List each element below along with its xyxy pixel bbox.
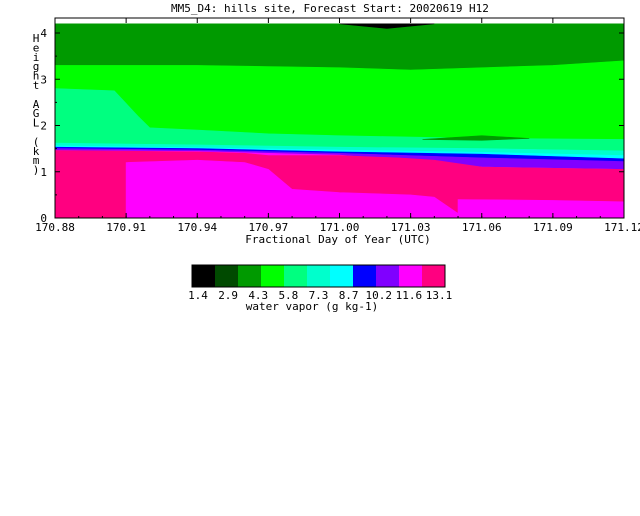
colorbar-swatch [399, 265, 422, 287]
contour-feature-level-10-0 [55, 159, 127, 218]
x-tick-label: 170.94 [177, 221, 217, 234]
y-tick-label: 4 [40, 27, 47, 40]
x-axis-ticks: 170.88 170.91 170.94 170.97 171.00 171.03 171.… [35, 18, 640, 234]
colorbar-tick-label: 13.1 [426, 289, 453, 302]
colorbar-tick-label: 5.8 [278, 289, 298, 302]
colorbar-tick-label: 8.7 [339, 289, 359, 302]
y-tick-label: 1 [40, 166, 47, 179]
y-tick-label: 2 [40, 120, 47, 133]
plot-area [54, 17, 625, 219]
contour-feature-level-0-4 [339, 23, 435, 29]
colorbar-swatch [307, 265, 330, 287]
colorbar: 1.4 2.9 4.3 5.8 7.3 8.7 10.2 11.6 13.1 [188, 264, 453, 302]
x-tick-label: 171.12 [604, 221, 640, 234]
colorbar-tick-label: 1.4 [188, 289, 208, 302]
colorbar-tick-label: 10.2 [366, 289, 393, 302]
colorbar-swatch [422, 265, 445, 287]
chart-title: MM5_D4: hills site, Forecast Start: 2002… [171, 2, 489, 15]
y-tick-label: 0 [40, 212, 47, 225]
x-axis-label: Fractional Day of Year (UTC) [245, 233, 430, 246]
colorbar-tick-label: 2.9 [218, 289, 238, 302]
x-tick-label: 170.97 [249, 221, 289, 234]
colorbar-swatch [284, 265, 307, 287]
colorbar-swatch [261, 265, 284, 287]
colorbar-label: water vapor (g kg-1) [246, 300, 378, 313]
colorbar-swatch [192, 265, 215, 287]
contour-feature-level-9-1 [125, 159, 459, 218]
x-tick-label: 171.09 [533, 221, 573, 234]
colorbar-tick-label: 11.6 [396, 289, 423, 302]
x-tick-label: 171.00 [320, 221, 360, 234]
y-axis-ticks: 0 1 2 3 4 [40, 27, 624, 225]
colorbar-tick-label: 4.3 [248, 289, 268, 302]
contour-feature-level-9-2 [457, 199, 624, 218]
x-tick-label: 171.03 [391, 221, 431, 234]
colorbar-swatch [353, 265, 376, 287]
x-tick-label: 170.91 [106, 221, 146, 234]
colorbar-tick-label: 7.3 [309, 289, 329, 302]
contour-feature-level-2-3 [422, 135, 530, 141]
x-tick-label: 171.06 [462, 221, 502, 234]
colorbar-swatch [330, 265, 353, 287]
colorbar-swatch [376, 265, 399, 287]
colorbar-swatch [215, 265, 238, 287]
colorbar-swatch [238, 265, 261, 287]
colorbar-frame [191, 264, 446, 288]
y-tick-label: 3 [40, 73, 47, 86]
x-tick-label: 170.88 [35, 221, 75, 234]
